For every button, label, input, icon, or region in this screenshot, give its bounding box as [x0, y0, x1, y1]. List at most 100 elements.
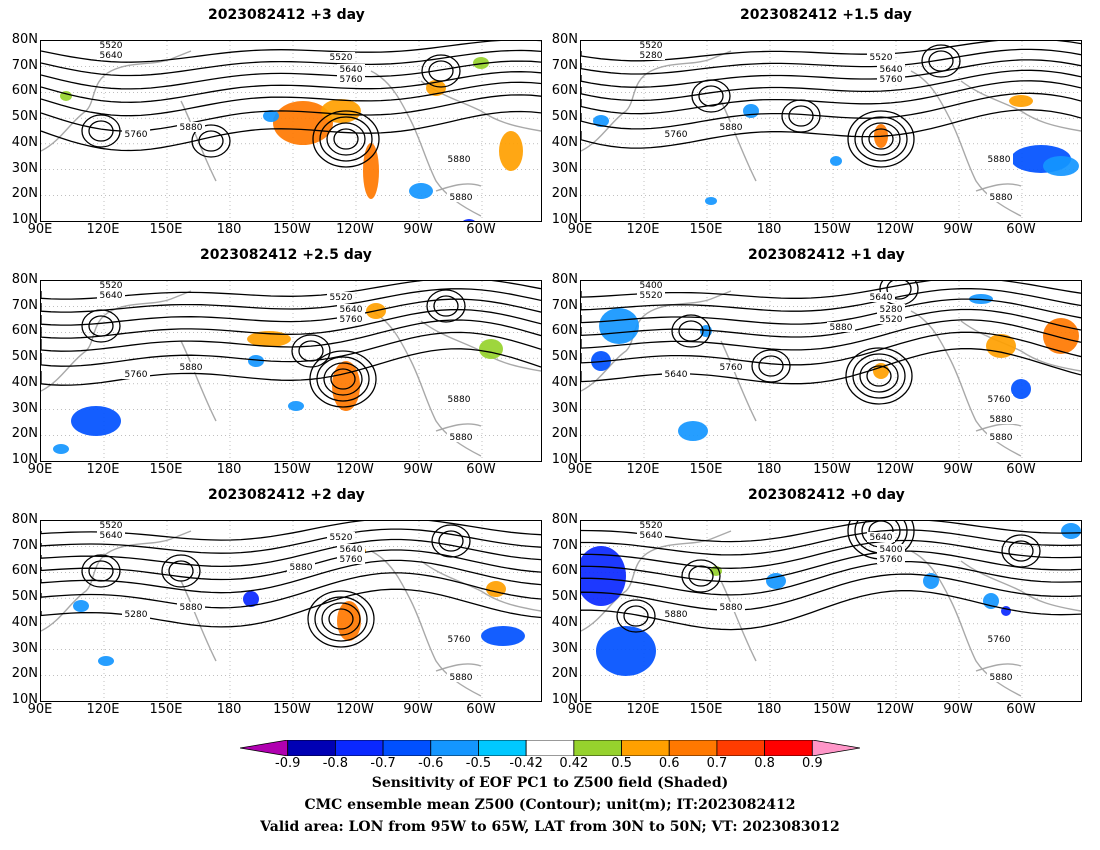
- z500-closed-contour: [81, 309, 121, 343]
- lat-tick-label: 40N: [11, 614, 38, 630]
- z500-closed-contour: [758, 355, 784, 377]
- contour-label-bg: [662, 609, 690, 619]
- sensitivity-shading: [71, 406, 121, 436]
- contour-label-bg: [877, 74, 905, 84]
- lat-tick-label: 80N: [11, 272, 38, 287]
- z500-closed-contour: [323, 362, 363, 396]
- contour-label-bg: [867, 292, 895, 302]
- z500-closed-contour: [854, 116, 908, 162]
- contour-label-bg: [447, 192, 475, 202]
- z500-contour: [41, 588, 541, 628]
- z500-closed-contour: [751, 349, 791, 383]
- contour-label: 5520: [640, 521, 663, 531]
- lon-tick-label: 90E: [567, 462, 593, 477]
- sensitivity-shading: [332, 361, 360, 411]
- colorbar-segment: [287, 740, 336, 756]
- lon-tick-label: 60W: [466, 702, 496, 717]
- sensitivity-shading: [481, 626, 525, 646]
- z500-closed-contour: [316, 356, 370, 402]
- lon-tick-label: 150W: [273, 462, 311, 477]
- lat-tick-label: 70N: [11, 537, 38, 553]
- contour-label: 5640: [870, 293, 893, 303]
- z500-closed-contour: [1001, 534, 1041, 568]
- z500-contour: [581, 80, 1081, 115]
- z500-contour: [41, 331, 541, 367]
- colorbar: [240, 740, 860, 756]
- panel-title-6: 2023082412 +0 day: [748, 487, 905, 503]
- colorbar-tick-label: 0.7: [706, 756, 728, 771]
- contour-label: 5880: [665, 610, 688, 620]
- z500-closed-contour: [698, 85, 724, 107]
- sensitivity-shading: [473, 57, 489, 69]
- map-panel-6: 5520 5640 5640 5400 5760 5880 5880 5760 5880: [580, 520, 1082, 702]
- z500-contour: [581, 48, 1081, 75]
- contour-label: 5520: [100, 521, 123, 531]
- lat-tick-label: 40N: [11, 374, 38, 390]
- contour-label: 5520: [880, 315, 903, 325]
- lat-tick-label: 70N: [11, 57, 38, 73]
- lon-tick-label: 120W: [336, 462, 374, 477]
- colorbar-tick-label: -0.8: [322, 756, 349, 771]
- lat-tick-label: 30N: [11, 160, 38, 176]
- z500-contour: [581, 41, 1081, 62]
- sensitivity-shading: [363, 143, 379, 199]
- colorbar-tick-label: -0.7: [370, 756, 396, 771]
- panel-title-2: 2023082412 +1.5 day: [740, 7, 912, 23]
- contour-label: 5760: [720, 363, 743, 373]
- sensitivity-shading: [1061, 523, 1081, 539]
- colorbar-tick-label: -0.42: [509, 756, 543, 771]
- lat-tick-label: 80N: [11, 512, 38, 527]
- lat-tick-label: 70N: [551, 297, 578, 313]
- sensitivity-shading: [678, 421, 708, 441]
- colorbar-segment: [334, 740, 384, 756]
- z500-closed-contour: [623, 605, 649, 627]
- contour-label: 5520: [330, 53, 353, 63]
- contour-label-bg: [877, 304, 905, 314]
- z500-contour: [581, 590, 1081, 631]
- lat-tick-label: 80N: [11, 32, 38, 47]
- coastline: [41, 50, 541, 217]
- contour-label-bg: [337, 554, 365, 564]
- contour-label-bg: [337, 74, 365, 84]
- colorbar-segment: [478, 740, 527, 756]
- lon-tick-label: 180: [216, 222, 242, 237]
- lon-tick-label: 120W: [876, 462, 914, 477]
- sensitivity-shading: [599, 308, 639, 344]
- contour-label: 5760: [340, 75, 363, 85]
- map-panel-1: 5520 5640 5520 5640 5760 5760 5880 5880 5880: [40, 40, 542, 222]
- lat-tick-label: 20N: [11, 666, 38, 682]
- z500-closed-contour: [1008, 540, 1034, 562]
- lon-tick-label: 90W: [943, 222, 973, 237]
- lon-tick-label: 150E: [689, 462, 723, 477]
- z500-closed-contour: [428, 60, 454, 82]
- contour-label-bg: [662, 129, 690, 139]
- contour-label: 5640: [100, 291, 123, 301]
- contour-label: 5280: [640, 51, 663, 61]
- contour-label: 5880: [830, 323, 853, 333]
- z500-closed-contour: [616, 599, 656, 633]
- colorbar-segment: [573, 740, 622, 756]
- lat-tick-label: 50N: [551, 589, 578, 605]
- sensitivity-shading: [581, 546, 626, 606]
- z500-contour: [581, 529, 1081, 556]
- z500-closed-contour: [426, 289, 466, 323]
- sensitivity-shading: [409, 183, 433, 199]
- colorbar-segment: [525, 740, 575, 756]
- colorbar-tick-label: -0.6: [418, 756, 444, 771]
- colorbar-tick-label: 0.8: [754, 756, 775, 771]
- z500-closed-contour: [314, 596, 368, 642]
- z500-contour: [41, 538, 541, 568]
- panel-title-5: 2023082412 +2 day: [208, 487, 365, 503]
- z500-closed-contour: [191, 124, 231, 158]
- sensitivity-shading: [247, 331, 291, 347]
- z500-contour: [581, 348, 1081, 385]
- lon-tick-label: 90E: [27, 222, 53, 237]
- lon-tick-label: 60W: [466, 462, 496, 477]
- z500-closed-contour: [326, 122, 366, 156]
- contour-label: 5400: [640, 281, 663, 291]
- contour-label: 5280: [880, 305, 903, 315]
- contour-label: 5400: [880, 545, 903, 555]
- lon-tick-label: 150W: [813, 462, 851, 477]
- z500-closed-contour: [328, 608, 354, 630]
